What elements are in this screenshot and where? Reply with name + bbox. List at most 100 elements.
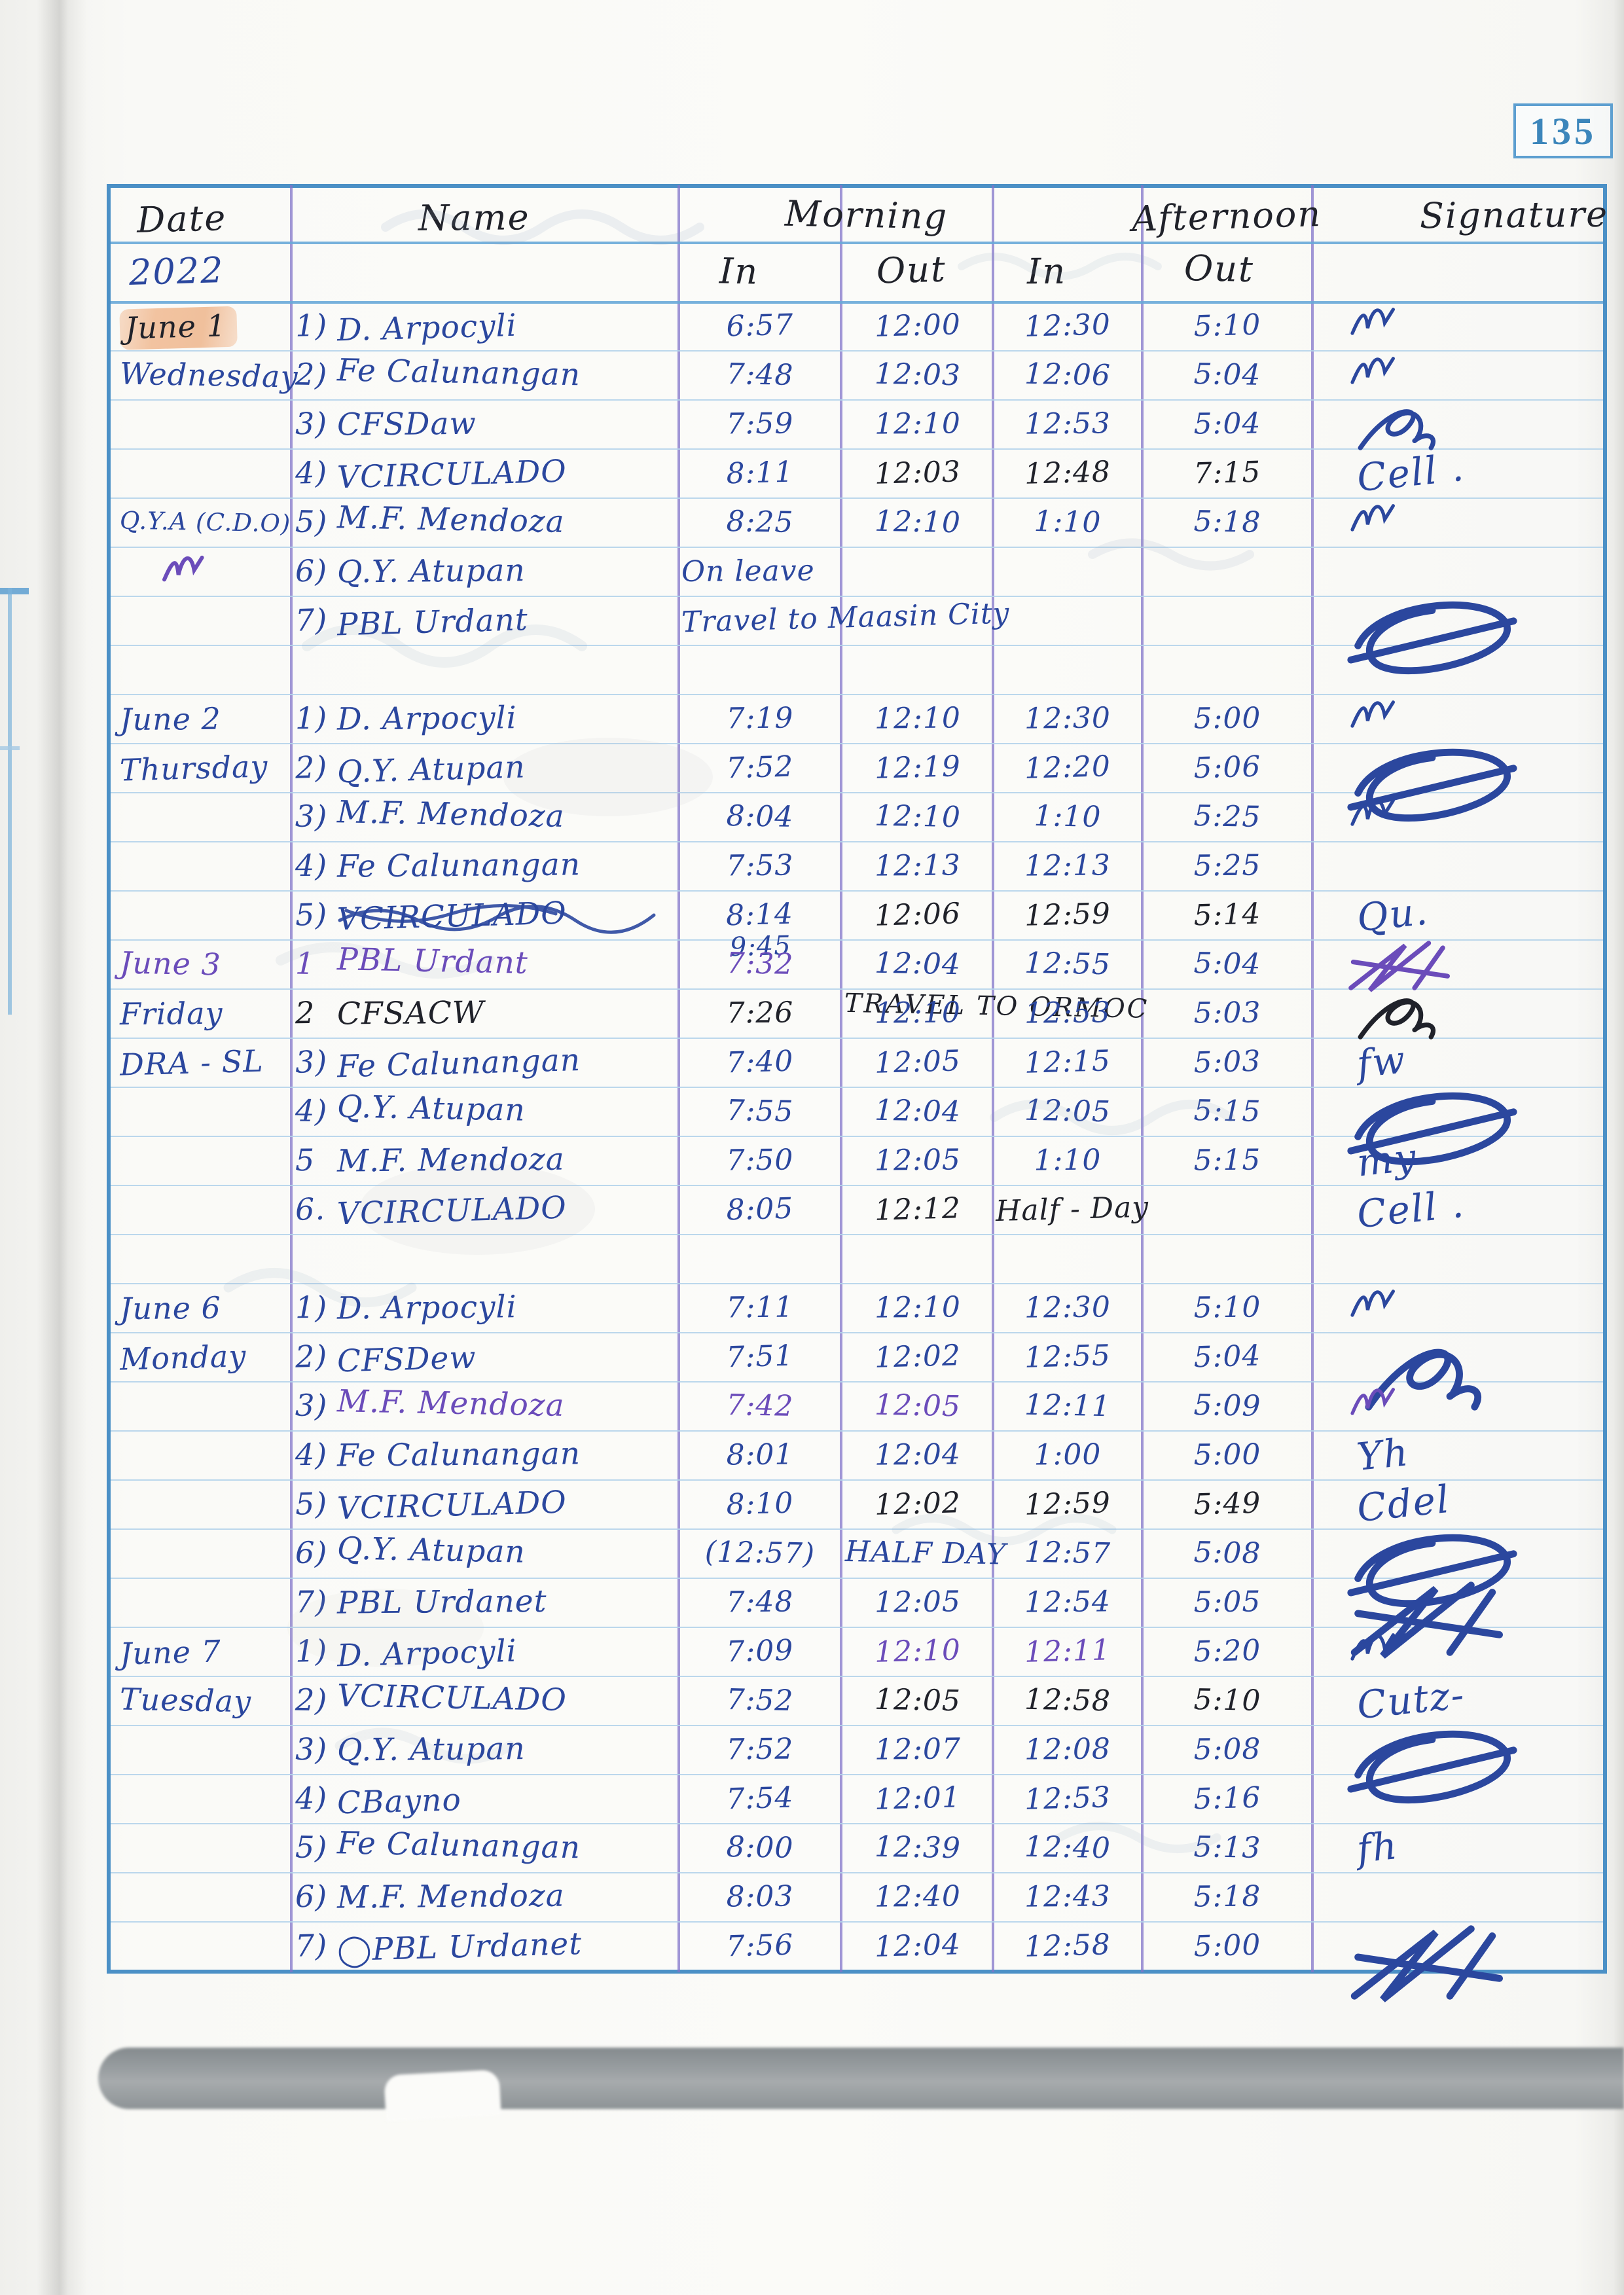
date-label: June 7: [119, 1633, 222, 1672]
ain-time: 12:43: [1024, 1879, 1111, 1914]
rule-line: [111, 1627, 1603, 1628]
column-line: [677, 185, 680, 1972]
attendance-row: 4) Fe Calunangan 7:53 12:13 12:13 5:25: [111, 841, 1603, 890]
date-label: Monday: [119, 1338, 247, 1377]
attendance-row: June 7 1) D. Arpocyli 7:09 12:10 12:11 5:20: [111, 1627, 1603, 1676]
employee-name: VCIRCULADO: [336, 1484, 568, 1527]
ain-time: 12:53: [1024, 407, 1111, 441]
signature-cell: [1318, 793, 1599, 840]
mout-time: 12:10: [874, 799, 962, 835]
header-rule-line: [111, 301, 1603, 304]
signature-scribble: [1350, 799, 1395, 826]
employee-name: Fe Calunangan: [336, 1825, 581, 1866]
ain-time: 12:59: [1024, 897, 1111, 933]
ain-time: 1:00: [1034, 1437, 1102, 1472]
signature-text: Cell .: [1354, 1181, 1467, 1237]
aout-time: 5:18: [1193, 505, 1261, 539]
employee-name: Fe Calunangan: [336, 1436, 581, 1474]
ain-time: 12:48: [1024, 455, 1111, 491]
mout-time: HALF DAY: [844, 1534, 1007, 1572]
ain-time: 12:55: [1024, 946, 1111, 982]
attendance-row: 6) Q.Y. Atupan On leave: [111, 547, 1603, 596]
rule-line: [111, 939, 1603, 941]
aout-time: 5:09: [1193, 1388, 1261, 1423]
attendance-row: June 3 1 PBL Urdant 7:32 12:04 TRAVEL TO ORMO…: [111, 939, 1603, 1024]
ain-time: 12:30: [1024, 701, 1111, 736]
employee-name: D. Arpocyli: [336, 1289, 517, 1327]
mout-time: 12:10: [874, 996, 962, 1030]
rule-line: [111, 694, 1603, 695]
signature-cell: Qu.: [1318, 888, 1599, 940]
signature-text: Cdel: [1354, 1476, 1453, 1531]
row-number: 1): [295, 700, 328, 736]
employee-name: D. Arpocyli: [336, 1633, 518, 1674]
row-number: 5): [295, 896, 328, 933]
signature-scribble: [1350, 357, 1395, 384]
date-label: Thursday: [119, 748, 269, 788]
ain-time: 12:58: [1024, 1682, 1111, 1718]
signature-scribble: [1358, 998, 1435, 1039]
mout-time: 12:02: [874, 1339, 962, 1375]
date-note-scribble: [162, 555, 204, 582]
mout-time: 12:03: [874, 455, 962, 491]
employee-name: CBayno: [336, 1782, 462, 1822]
aout-time: 5:16: [1193, 1780, 1262, 1816]
rule-line: [111, 645, 1603, 646]
ain-time: 12:58: [1024, 1928, 1111, 1964]
mout-time: 12:05: [874, 1143, 962, 1178]
date-label: Tuesday: [119, 1681, 252, 1720]
previous-page-edge: [8, 588, 12, 1015]
mout-time: 12:02: [874, 1486, 962, 1522]
column-line: [992, 185, 994, 1972]
signature-cell: Cell .: [1318, 445, 1599, 501]
aout-time: 5:00: [1193, 1928, 1262, 1964]
employee-name: Q.Y. Atupan: [336, 1731, 526, 1769]
aout-time: 5:10: [1193, 308, 1262, 344]
attendance-row: 6) Q.Y. Atupan (12:57) HALF DAY 12:57 5:08: [111, 1528, 1603, 1608]
mout-time: 12:01: [874, 1780, 962, 1816]
empty-row: [111, 1234, 1603, 1283]
signature-cell: [1318, 941, 1599, 992]
rule-line: [111, 988, 1603, 990]
rule-line: [111, 1823, 1603, 1824]
row-number: 1): [295, 1633, 328, 1669]
attendance-table: Date Name Morning Afternoon Signature In…: [107, 184, 1608, 2002]
rule-line: [111, 399, 1603, 401]
employee-name: D. Arpocyli: [336, 307, 518, 349]
aout-time: 5:15: [1193, 1143, 1261, 1178]
signature-text: Cell .: [1354, 444, 1467, 501]
signature-cell: Cutz-: [1318, 1672, 1599, 1728]
row-number: 3): [295, 798, 328, 835]
employee-name: Fe Calunangan: [336, 1041, 581, 1085]
rule-line: [111, 448, 1603, 450]
mout-time: 12:39: [874, 1830, 962, 1866]
employee-name: PBL Urdanet: [336, 1583, 547, 1621]
ain-time: 1:10: [1034, 799, 1102, 834]
row-number: 1: [295, 945, 316, 982]
row-number: 4): [295, 1093, 328, 1129]
rule-line: [111, 1087, 1603, 1088]
employee-name: VCIRCULADO: [336, 1678, 568, 1718]
ain-time: 12:13: [1024, 848, 1111, 883]
employee-name: Q.Y. Atupan: [336, 1089, 526, 1129]
signature-text: my: [1354, 1134, 1420, 1185]
ain-time: 12:57: [1024, 1535, 1111, 1571]
attendance-row: 6) M.F. Mendoza 8:03 12:40 12:43 5:18: [111, 1872, 1603, 1921]
aout-time: 5:04: [1193, 1339, 1262, 1375]
attendance-row: 7) ◯ PBL Urdanet 7:56 12:04 12:58 5:00: [111, 1921, 1603, 2002]
employee-name: CFSDaw: [336, 405, 477, 443]
signature-cell: Cell .: [1318, 1182, 1599, 1237]
ain-time: 12:11: [1024, 1388, 1111, 1424]
circle-mark: ◯: [336, 1931, 373, 1969]
signature-cell: [1318, 990, 1599, 1039]
employee-name: Q.Y. Atupan: [336, 1530, 526, 1570]
column-line: [1141, 185, 1144, 1972]
attendance-row: 4) Q.Y. Atupan 7:55 12:04 12:05 5:15: [111, 1087, 1603, 1166]
rule-line: [111, 1921, 1603, 1923]
signature-scribble: [1347, 601, 1517, 675]
aout-time: 5:08: [1193, 1536, 1261, 1570]
row-number: 6): [295, 1878, 328, 1915]
employee-name: Fe Calunangan: [336, 846, 581, 885]
row-number: 7): [295, 1927, 328, 1964]
attendance-row: 7) PBL Urdanet 7:48 12:05 12:54 5:05: [111, 1578, 1603, 1659]
